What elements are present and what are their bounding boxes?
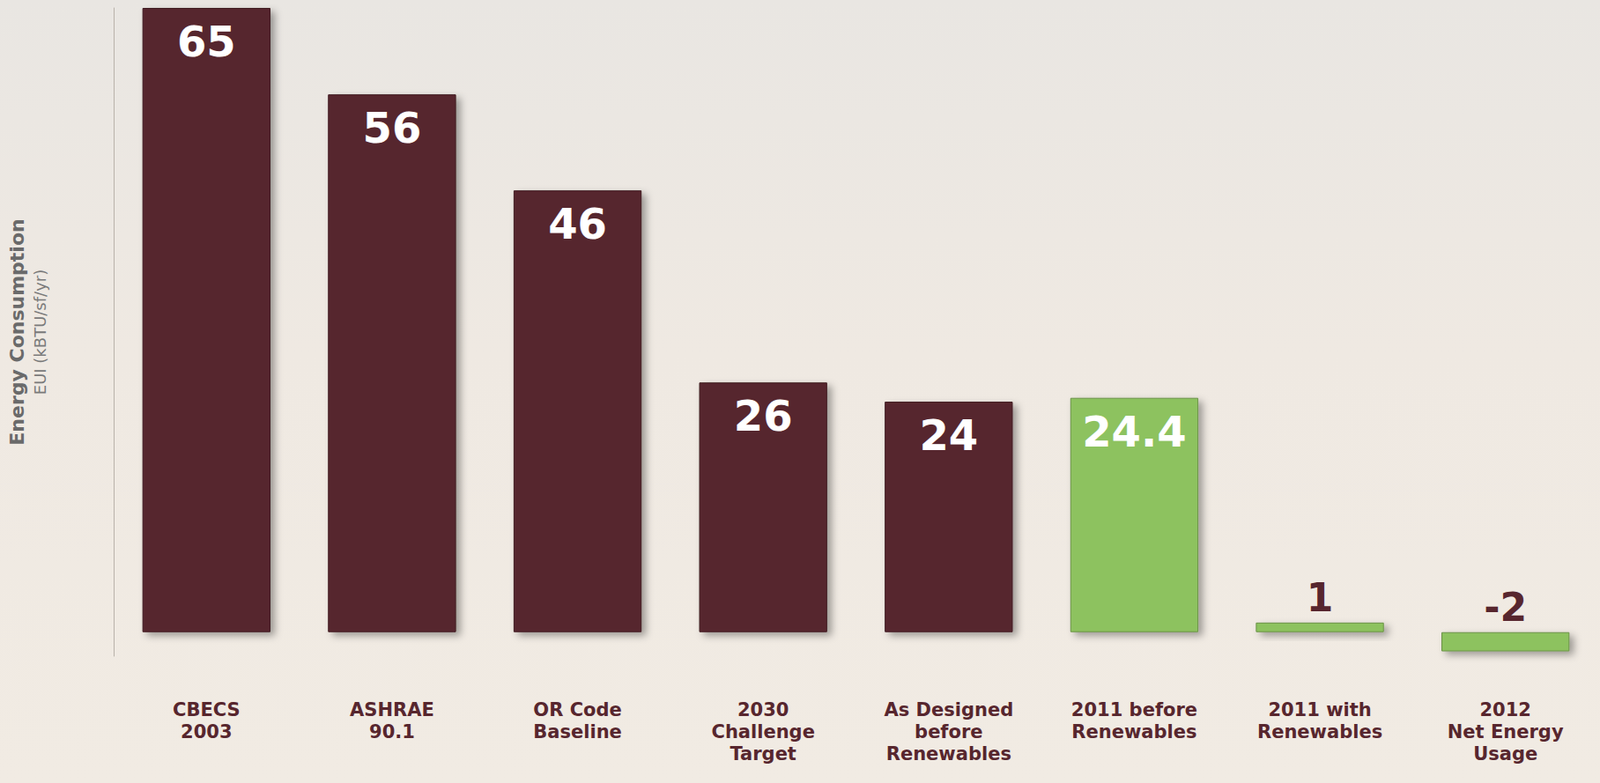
svg-text:Baseline: Baseline [533,721,623,743]
svg-text:1: 1 [1306,575,1334,621]
svg-text:2011 before: 2011 before [1071,699,1198,721]
svg-text:Challenge: Challenge [711,721,815,743]
svg-text:As Designed: As Designed [883,699,1014,721]
svg-text:Usage: Usage [1473,743,1538,765]
svg-text:65: 65 [177,16,237,67]
svg-text:56: 56 [362,103,423,153]
svg-text:Renewables: Renewables [1071,721,1197,743]
svg-text:ASHRAE: ASHRAE [349,699,435,721]
svg-text:Renewables: Renewables [1257,721,1383,743]
svg-text:26: 26 [733,391,793,441]
svg-text:2012: 2012 [1479,699,1531,721]
svg-text:Energy Consumption: Energy Consumption [6,218,29,445]
svg-text:24.4: 24.4 [1081,407,1186,457]
svg-text:Target: Target [729,743,796,765]
svg-text:2011 with: 2011 with [1267,699,1371,721]
svg-text:-2: -2 [1483,585,1527,630]
svg-text:before: before [914,721,983,743]
svg-text:46: 46 [548,199,608,249]
svg-text:EUI (kBTU/sf/yr): EUI (kBTU/sf/yr) [30,269,50,395]
svg-text:90.1: 90.1 [369,721,415,743]
svg-text:2003: 2003 [180,721,232,743]
svg-text:Renewables: Renewables [886,743,1012,765]
svg-text:OR Code: OR Code [533,699,622,721]
svg-text:24: 24 [918,410,978,460]
svg-text:Net Energy: Net Energy [1447,721,1564,743]
svg-text:CBECS: CBECS [172,699,241,721]
svg-text:2030: 2030 [737,699,789,721]
